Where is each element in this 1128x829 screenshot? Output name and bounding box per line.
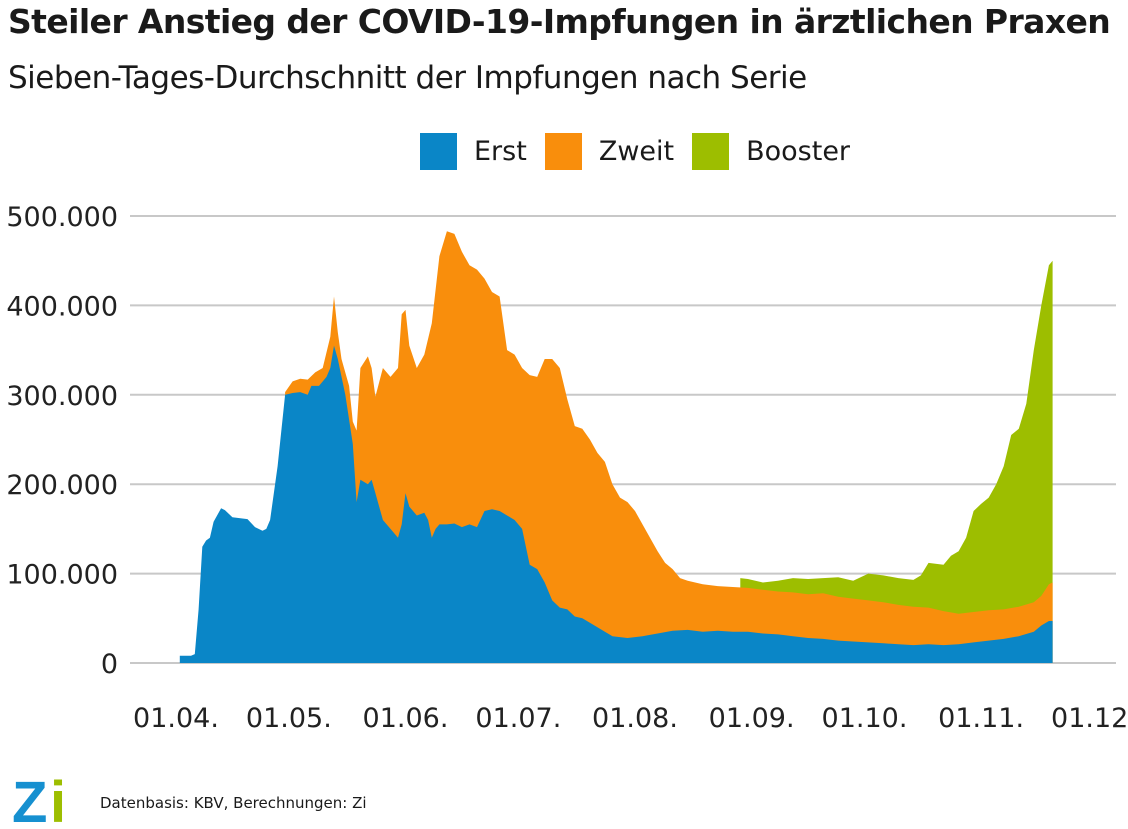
chart-subtitle: Sieben-Tages-Durchschnitt der Impfungen … [8,60,807,96]
source-note: Datenbasis: KBV, Berechnungen: Zi [100,794,367,812]
x-tick-label-0: 01.04. [133,703,219,734]
y-tick-label-5: 500.000 [6,202,118,233]
y-tick-label-0: 0 [101,649,118,680]
x-tick-label-1: 01.05. [246,703,332,734]
legend-label-zweit: Zweit [598,135,675,167]
y-tick-label-2: 200.000 [6,470,118,501]
area-booster [179,345,1053,663]
legend-item-erst: Erst [420,132,527,170]
legend-item-booster: Booster [692,132,851,170]
y-tick-label-4: 400.000 [6,291,118,322]
legend-item-zweit: Zweit [544,132,675,170]
y-tick-label-1: 100.000 [6,560,118,591]
logo-z-letter: Z [12,770,47,826]
x-tick-label-3: 01.07. [475,703,561,734]
y-axis-ticks: 0 100.000 200.000 300.000 400.000 500.000 [6,202,118,680]
x-tick-label-6: 01.10. [822,703,908,734]
legend-swatch-booster [692,132,730,170]
legend-swatch-erst [420,132,457,170]
x-tick-label-5: 01.09. [709,703,795,734]
legend-swatch-zweit [544,132,582,170]
x-tick-label-7: 01.11. [938,703,1024,734]
area-erst [740,260,1053,663]
zi-logo: Z i [12,770,66,826]
x-tick-label-2: 01.06. [363,703,449,734]
legend-label-booster: Booster [746,135,851,167]
legend-label-erst: Erst [474,135,527,167]
x-tick-label-8: 01.12. [1051,703,1128,734]
y-tick-label-3: 300.000 [6,381,118,412]
logo-i-letter: i [50,770,66,826]
x-tick-label-4: 01.08. [592,703,678,734]
chart-title: Steiler Anstieg der COVID-19-Impfungen i… [8,2,1111,41]
legend: Erst Zweit Booster [420,131,868,171]
chart-plot: 0 100.000 200.000 300.000 400.000 500.000 01.… [6,202,1128,734]
area-series [179,231,1053,663]
x-axis-ticks: 01.04. 01.05. 01.06. 01.07. 01.08. 01.09. 01.1… [133,703,1128,734]
